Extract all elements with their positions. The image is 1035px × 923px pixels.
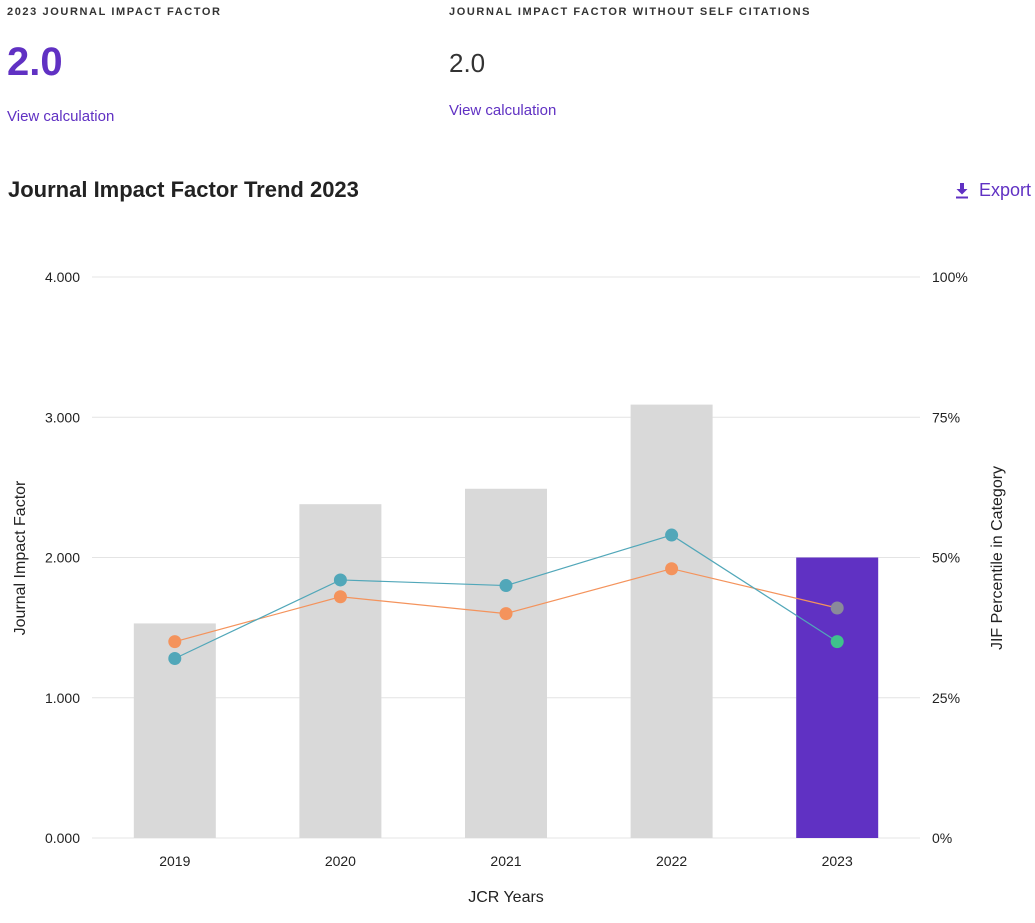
point-teal-2022 — [665, 528, 679, 542]
point-orange-2023 — [830, 601, 844, 615]
y2-tick-label: 100% — [932, 269, 968, 285]
bar-2022 — [630, 404, 713, 838]
point-teal-2021 — [499, 579, 513, 593]
point-teal-2020 — [333, 573, 347, 587]
y2-tick-label: 75% — [932, 409, 960, 425]
point-orange-2022 — [665, 562, 679, 576]
view-calculation-link[interactable]: View calculation — [7, 108, 115, 125]
metric-journal-impact-factor: 2023 JOURNAL IMPACT FACTOR 2.0 View calc… — [7, 6, 222, 125]
point-orange-2020 — [333, 590, 347, 604]
point-orange-2019 — [168, 635, 182, 649]
x-tick-label: 2023 — [822, 853, 853, 869]
metric-value: 2.0 — [449, 48, 486, 78]
y2-tick-label: 25% — [932, 690, 960, 706]
y2-tick-label: 0% — [932, 830, 952, 846]
x-tick-label: 2019 — [159, 853, 190, 869]
x-axis-title: JCR Years — [468, 889, 544, 906]
x-tick-label: 2022 — [656, 853, 687, 869]
y-tick-label: 4.000 — [45, 269, 80, 285]
y-tick-label: 3.000 — [45, 409, 80, 425]
download-icon — [955, 182, 968, 198]
y-axis-title: Journal Impact Factor — [12, 480, 29, 635]
metric-label: JOURNAL IMPACT FACTOR WITHOUT SELF CITAT… — [449, 6, 812, 18]
chart-section-title: Journal Impact Factor Trend 2023 — [8, 177, 359, 202]
metric-jif-without-self-citations: JOURNAL IMPACT FACTOR WITHOUT SELF CITAT… — [449, 6, 811, 119]
export-button[interactable]: Export — [955, 180, 1031, 201]
point-orange-2021 — [499, 607, 513, 621]
bar-2021 — [465, 488, 547, 838]
y-tick-label: 1.000 — [45, 690, 80, 706]
bar-2020 — [299, 504, 382, 838]
metric-value: 2.0 — [7, 40, 63, 84]
y2-tick-label: 50% — [932, 550, 960, 566]
y2-axis-title: JIF Percentile in Category — [989, 466, 1006, 650]
export-label: Export — [978, 180, 1031, 200]
x-tick-label: 2021 — [490, 853, 521, 869]
bar-2023 — [796, 557, 879, 838]
y-tick-label: 0.000 — [45, 830, 80, 846]
point-teal-2019 — [168, 651, 182, 665]
view-calculation-link[interactable]: View calculation — [449, 102, 557, 119]
point-teal-2023 — [830, 635, 844, 649]
x-tick-label: 2020 — [325, 853, 356, 869]
metric-label: 2023 JOURNAL IMPACT FACTOR — [7, 6, 222, 18]
y-tick-label: 2.000 — [45, 550, 80, 566]
